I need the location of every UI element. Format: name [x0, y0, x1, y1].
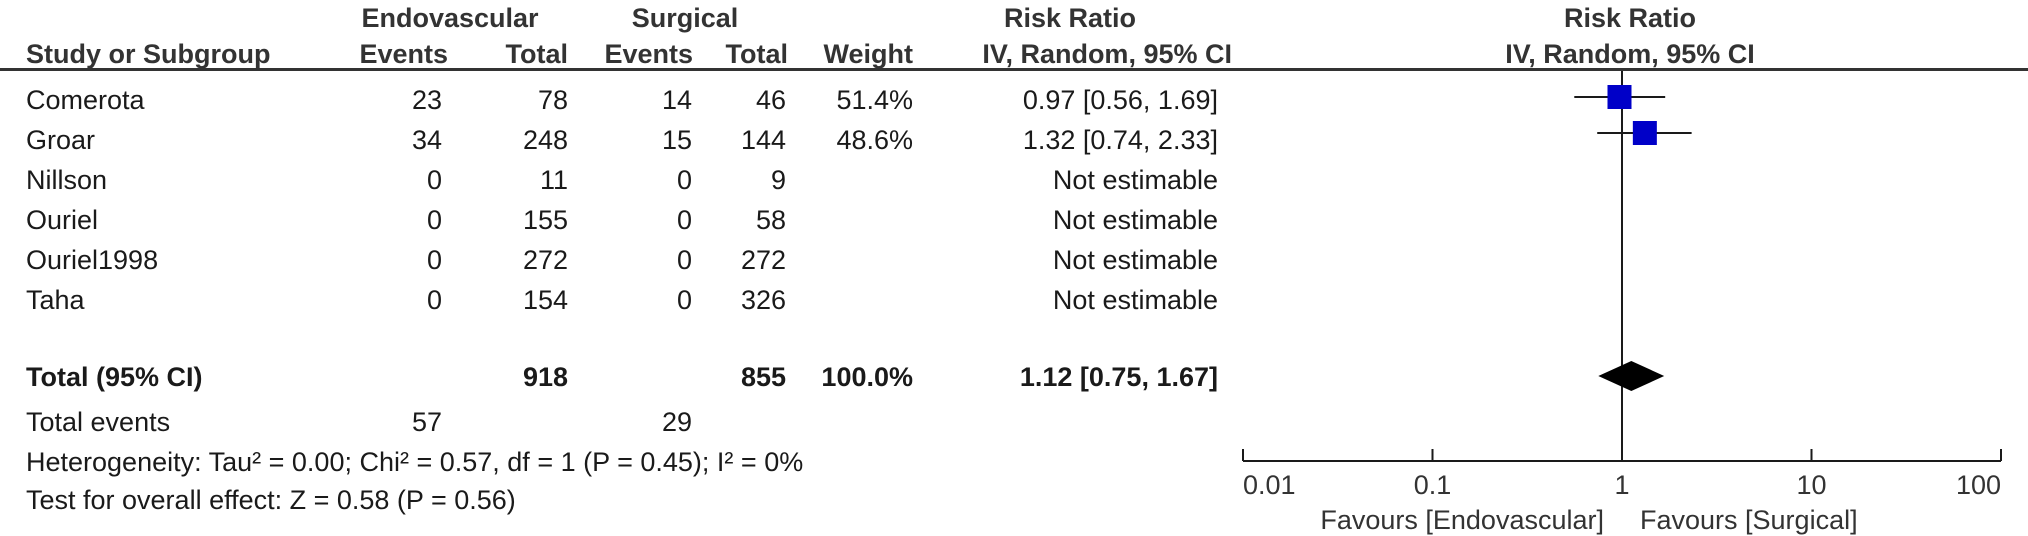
- events2-cell: 0: [676, 165, 692, 195]
- ci-cell: Not estimable: [1052, 285, 1218, 315]
- total-weight: 100.0%: [821, 362, 913, 392]
- method-table-header: IV, Random, 95% CI: [982, 39, 1232, 69]
- study-name: Taha: [26, 285, 85, 315]
- study-name: Ouriel1998: [26, 245, 159, 275]
- total1-cell: 155: [522, 205, 568, 235]
- events2-header: Events: [604, 39, 693, 69]
- x-tick-label: 1: [1614, 470, 1629, 500]
- total1-cell: 272: [522, 245, 568, 275]
- ci-cell: 1.32 [0.74, 2.33]: [1022, 125, 1218, 155]
- events2-cell: 0: [676, 245, 692, 275]
- total-ci: 1.12 [0.75, 1.67]: [1019, 362, 1218, 392]
- x-tick-label: 0.01: [1243, 470, 1296, 500]
- total2-cell: 144: [740, 125, 786, 155]
- weight-cell: 51.4%: [836, 85, 913, 115]
- total2-cell: 58: [755, 205, 786, 235]
- effect-marker: [1632, 121, 1657, 145]
- study-name: Nillson: [26, 165, 108, 195]
- total1-sum: 918: [522, 362, 568, 392]
- pooled-diamond: [1598, 361, 1665, 391]
- study-name: Comerota: [26, 85, 145, 115]
- total2-cell: 272: [740, 245, 786, 275]
- events1-cell: 23: [411, 85, 442, 115]
- events1-cell: 0: [426, 285, 442, 315]
- weight-header: Weight: [823, 39, 914, 69]
- study-column-header: Study or Subgroup: [26, 39, 271, 69]
- x-tick-label: 10: [1796, 470, 1826, 500]
- total2-sum: 855: [740, 362, 786, 392]
- events2-cell: 15: [661, 125, 692, 155]
- risk-ratio-plot-header: Risk Ratio: [1563, 3, 1697, 33]
- x-tick-label: 0.1: [1414, 470, 1452, 500]
- total2-cell: 46: [755, 85, 786, 115]
- events1-header: Events: [359, 39, 448, 69]
- study-name: Ouriel: [26, 205, 99, 235]
- ci-cell: Not estimable: [1052, 245, 1218, 275]
- overall-effect-text: Test for overall effect: Z = 0.58 (P = 0…: [26, 485, 516, 515]
- x-tick-label: 100: [1956, 470, 2001, 500]
- heterogeneity-text: Heterogeneity: Tau² = 0.00; Chi² = 0.57,…: [26, 447, 804, 477]
- study-name: Groar: [26, 125, 96, 155]
- total1-cell: 154: [522, 285, 568, 315]
- events2-cell: 0: [676, 285, 692, 315]
- favours-right-label: Favours [Surgical]: [1640, 505, 1858, 535]
- ci-cell: 0.97 [0.56, 1.69]: [1022, 85, 1218, 115]
- ci-cell: Not estimable: [1052, 165, 1218, 195]
- events1-cell: 0: [426, 245, 442, 275]
- events1-cell: 0: [426, 165, 442, 195]
- ci-cell: Not estimable: [1052, 205, 1218, 235]
- events2-cell: 14: [661, 85, 692, 115]
- total2-cell: 9: [770, 165, 786, 195]
- total1-header: Total: [505, 39, 569, 69]
- weight-cell: 48.6%: [836, 125, 913, 155]
- total1-cell: 11: [539, 165, 568, 195]
- total1-cell: 78: [537, 85, 568, 115]
- total1-cell: 248: [522, 125, 568, 155]
- favours-left-label: Favours [Endovascular]: [1320, 505, 1604, 535]
- header-rule: [0, 68, 2028, 71]
- events2-cell: 0: [676, 205, 692, 235]
- events1-cell: 34: [411, 125, 442, 155]
- total-events1: 57: [411, 407, 442, 437]
- total2-header: Total: [725, 39, 789, 69]
- total-events-label: Total events: [26, 407, 171, 437]
- group1-header: Endovascular: [361, 3, 539, 33]
- total-events2: 29: [661, 407, 692, 437]
- total2-cell: 326: [740, 285, 786, 315]
- events1-cell: 0: [426, 205, 442, 235]
- risk-ratio-table-header: Risk Ratio: [1003, 3, 1137, 33]
- group2-header: Surgical: [631, 3, 739, 33]
- total-label: Total (95% CI): [26, 362, 203, 392]
- effect-marker: [1607, 85, 1632, 109]
- method-plot-header: IV, Random, 95% CI: [1505, 39, 1755, 69]
